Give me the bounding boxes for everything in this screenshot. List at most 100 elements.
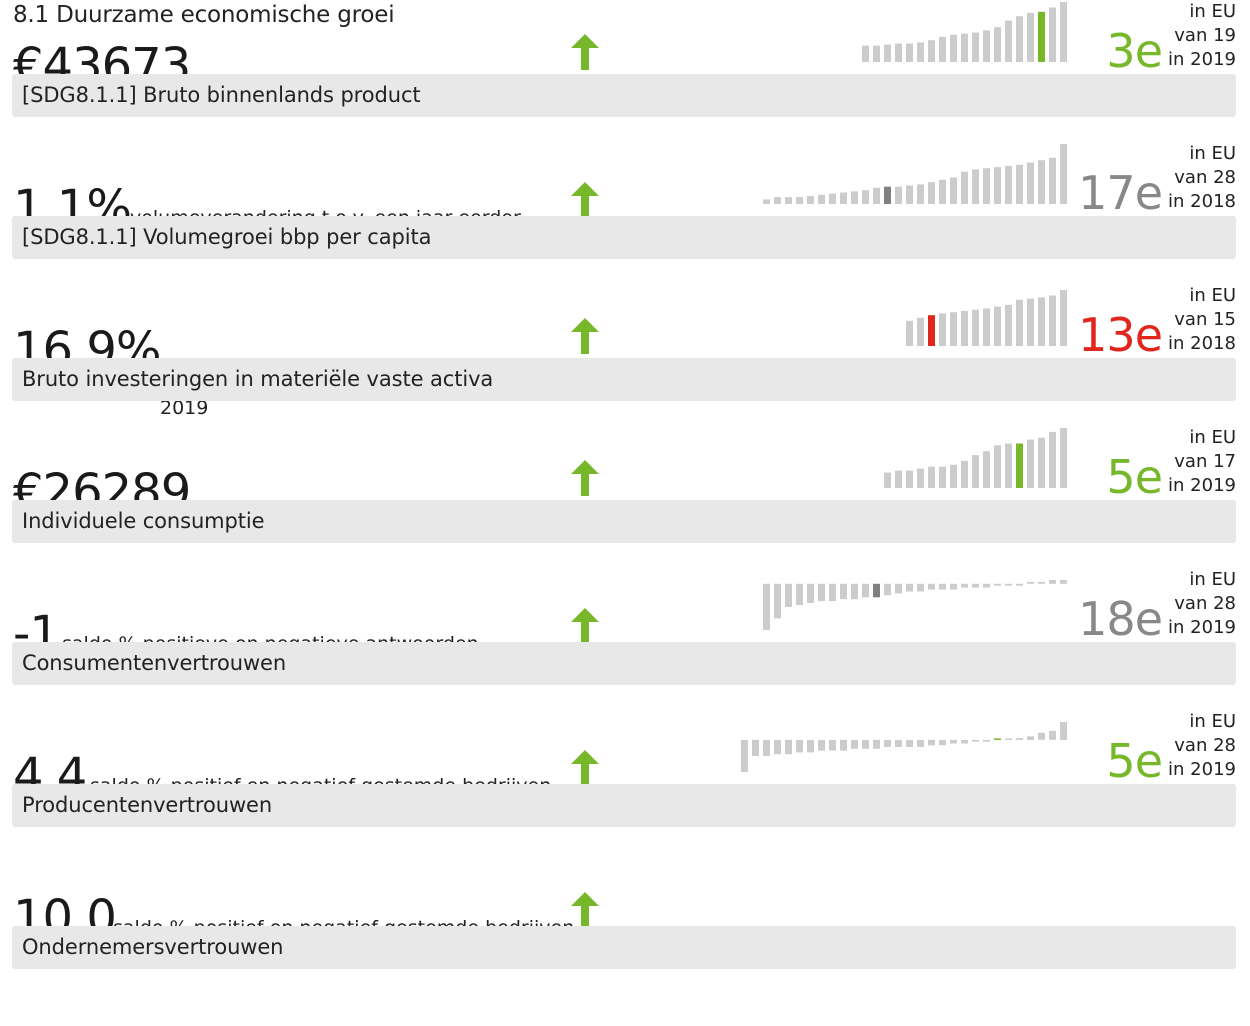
chart-bar [1016, 16, 1023, 62]
chart-bar [873, 45, 880, 62]
eu-rank: 17e [1078, 166, 1163, 220]
chart-bar [906, 320, 913, 346]
chart-bar [884, 44, 891, 62]
chart-bar [1027, 736, 1034, 740]
eu-rank-context: in EU van 17 in 2019 [1156, 426, 1236, 498]
chart-bar [818, 194, 825, 204]
indicator-label: Consumentenvertrouwen [22, 651, 287, 675]
eu-rank-context-line: in EU [1189, 285, 1236, 306]
chart-bar-netherlands [994, 738, 1001, 740]
chart-bar [840, 739, 847, 751]
chart-bar [807, 583, 814, 603]
chart-bar [774, 739, 781, 755]
chart-bar [939, 583, 946, 590]
chart-bar [862, 739, 869, 749]
eu-rank: 5e [1106, 450, 1163, 504]
chart-bar [763, 739, 770, 756]
chart-bar [983, 583, 990, 588]
eu-rank-context: in EU van 19 in 2019 [1156, 0, 1236, 72]
chart-bar [1016, 164, 1023, 204]
indicator-row: 1,1%volumeverandering t.o.v. een jaar ee… [0, 140, 1250, 282]
chart-bar [1038, 437, 1045, 488]
chart-bar [818, 583, 825, 602]
eu-rank-context: in EU van 28 in 2018 [1156, 142, 1236, 214]
chart-bar [851, 191, 858, 204]
eu-rank-context-line: van 28 [1174, 735, 1236, 756]
chart-bar [939, 36, 946, 62]
chart-bar [961, 310, 968, 346]
chart-bar [917, 583, 924, 592]
chart-bar [873, 739, 880, 749]
eu-comparison-chart [763, 580, 1067, 630]
chart-bar [983, 308, 990, 346]
chart-bar [950, 583, 957, 590]
chart-bar [1027, 162, 1034, 204]
chart-bar [928, 583, 935, 590]
chart-bar [917, 739, 924, 747]
chart-bar [807, 195, 814, 204]
chart-bar [818, 739, 825, 751]
chart-bar [884, 739, 891, 747]
chart-bar [1060, 580, 1067, 584]
up-arrow-icon [571, 318, 599, 354]
eu-comparison-chart [906, 290, 1067, 346]
indicator-label: [SDG8.1.1] Bruto binnenlands product [22, 83, 421, 107]
chart-bar [928, 739, 935, 746]
chart-bar [1038, 581, 1045, 584]
chart-bar [774, 583, 781, 619]
page-title: 8.1 Duurzame economische groei [13, 2, 395, 28]
chart-bar [763, 583, 770, 630]
indicator-label-bar: Individuele consumptie [12, 500, 1236, 543]
indicator-label-bar: Ondernemersvertrouwen [12, 926, 1236, 969]
up-arrow-icon [571, 182, 599, 218]
eu-rank: 13e [1078, 308, 1163, 362]
chart-bar [1005, 583, 1012, 586]
chart-bar [829, 739, 836, 751]
chart-bar [950, 464, 957, 488]
eu-rank-context: in EU van 28 in 2019 [1156, 710, 1236, 782]
chart-bar [939, 466, 946, 488]
eu-rank-context-line: in EU [1189, 143, 1236, 164]
indicator-label-bar: Producentenvertrouwen [12, 784, 1236, 827]
indicator-label-bar: Bruto investeringen in materiële vaste a… [12, 358, 1236, 401]
chart-bar [829, 583, 836, 602]
chart-bar [917, 317, 924, 346]
chart-bar [1049, 157, 1056, 204]
indicator-row: €43673per inwoner (prijzen 2015) in 2019… [0, 0, 1250, 140]
chart-bar [1016, 738, 1023, 740]
chart-bar [1060, 722, 1067, 740]
chart-bar [1005, 165, 1012, 204]
eu-comparison-chart [862, 2, 1067, 63]
eu-rank-context-line: in 2019 [1168, 49, 1236, 70]
chart-bar [906, 185, 913, 204]
chart-bar [741, 739, 748, 772]
chart-bar [972, 583, 979, 588]
chart-bar [851, 739, 858, 749]
chart-bar [1049, 7, 1056, 62]
eu-rank-context: in EU van 15 in 2018 [1156, 284, 1236, 356]
chart-bar [994, 167, 1001, 204]
eu-rank-context-line: in 2019 [1168, 475, 1236, 496]
chart-bar [972, 169, 979, 204]
eu-rank-context-line: in 2018 [1168, 191, 1236, 212]
chart-bar-netherlands [1016, 443, 1023, 488]
chart-bar [939, 739, 946, 746]
eu-rank-context-line: van 15 [1174, 309, 1236, 330]
chart-bar [928, 40, 935, 62]
indicator-label-bar: Consumentenvertrouwen [12, 642, 1236, 685]
chart-bar [862, 45, 869, 62]
chart-bar [917, 42, 924, 62]
chart-bar [895, 186, 902, 204]
chart-bar-netherlands [1038, 11, 1045, 63]
chart-bar [939, 179, 946, 204]
indicator-row: 10,0saldo % positief en negatief gestemd… [0, 850, 1250, 992]
chart-bar [1060, 2, 1067, 62]
chart-bar [1049, 431, 1056, 488]
chart-bar [884, 472, 891, 488]
eu-rank-context-line: van 28 [1174, 593, 1236, 614]
chart-bar [796, 739, 803, 753]
eu-rank-context-line: in EU [1189, 569, 1236, 590]
chart-bar [752, 739, 759, 756]
chart-bar [994, 445, 1001, 488]
chart-bar [1038, 160, 1045, 204]
